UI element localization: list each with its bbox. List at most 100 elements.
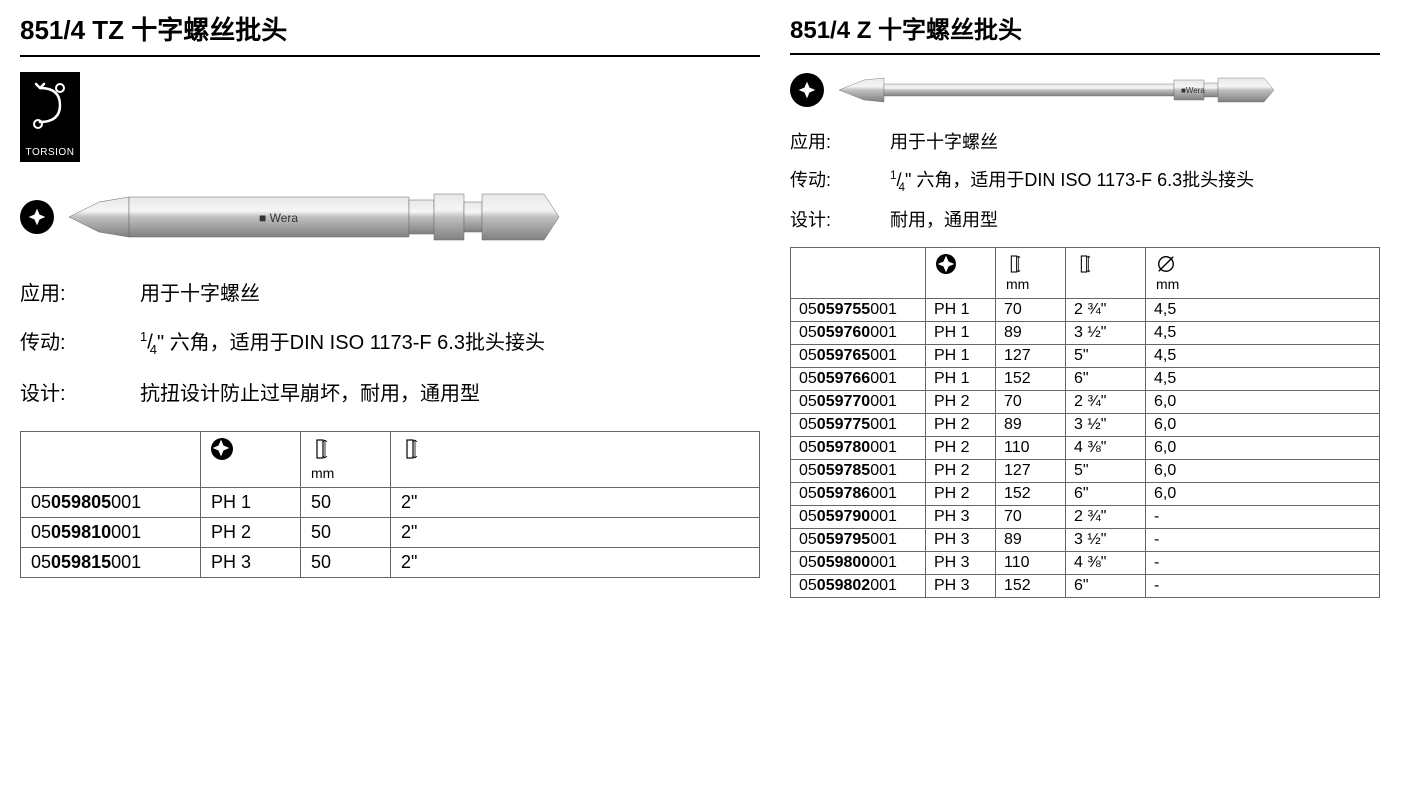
col-length-mm: mm: [996, 247, 1066, 298]
cell-in: 4 ⅜": [1066, 551, 1146, 574]
cell-partnum: 05059800001: [791, 551, 926, 574]
cell-in: 5": [1066, 344, 1146, 367]
cell-mm: 50: [301, 488, 391, 518]
cell-ph: PH 3: [201, 548, 301, 578]
spec-drive: 传动: 1/4" 六角，适用于DIN ISO 1173-F 6.3批头接头: [20, 326, 760, 357]
length-in-icon: [401, 438, 419, 460]
cell-mm: 152: [996, 574, 1066, 597]
table-row: 05059780001PH 21104 ⅜"6,0: [791, 436, 1380, 459]
col-length-mm: mm: [301, 432, 391, 488]
table-row: 05059770001PH 2702 ¾"6,0: [791, 390, 1380, 413]
cell-partnum: 05059755001: [791, 298, 926, 321]
cell-dia: 6,0: [1146, 459, 1380, 482]
cell-in: 3 ½": [1066, 528, 1146, 551]
cell-mm: 110: [996, 436, 1066, 459]
cell-ph: PH 3: [926, 574, 996, 597]
cell-in: 2 ¾": [1066, 298, 1146, 321]
cell-ph: PH 1: [201, 488, 301, 518]
cell-mm: 89: [996, 413, 1066, 436]
diameter-icon: [1156, 254, 1176, 274]
cell-partnum: 05059802001: [791, 574, 926, 597]
col-phillips: [926, 247, 996, 298]
cell-ph: PH 2: [926, 413, 996, 436]
col-partnum: [21, 432, 201, 488]
cell-dia: 6,0: [1146, 482, 1380, 505]
torsion-label: TORSION: [20, 147, 80, 158]
table-row: 05059805001PH 1502": [21, 488, 760, 518]
cell-dia: 6,0: [1146, 390, 1380, 413]
cell-mm: 70: [996, 505, 1066, 528]
cell-mm: 152: [996, 482, 1066, 505]
cell-mm: 127: [996, 344, 1066, 367]
table-row: 05059790001PH 3702 ¾"-: [791, 505, 1380, 528]
cell-partnum: 05059790001: [791, 505, 926, 528]
table-row: 05059765001PH 11275"4,5: [791, 344, 1380, 367]
length-mm-icon: [1006, 254, 1022, 274]
table-row: 05059795001PH 3893 ½"-: [791, 528, 1380, 551]
cell-in: 6": [1066, 574, 1146, 597]
length-mm-icon: [311, 438, 329, 460]
cell-ph: PH 3: [926, 551, 996, 574]
right-spec-table: mm mm: [790, 247, 1380, 598]
cell-ph: PH 2: [926, 436, 996, 459]
table-row: 05059755001PH 1702 ¾"4,5: [791, 298, 1380, 321]
table-row: 05059766001PH 11526"4,5: [791, 367, 1380, 390]
cell-ph: PH 1: [926, 344, 996, 367]
cell-partnum: 05059765001: [791, 344, 926, 367]
cell-mm: 152: [996, 367, 1066, 390]
col-length-in: [391, 432, 760, 488]
cell-in: 2": [391, 548, 760, 578]
phillips-header-icon: [211, 438, 233, 460]
table-row: 05059786001PH 21526"6,0: [791, 482, 1380, 505]
cell-dia: -: [1146, 528, 1380, 551]
torsion-icon: [30, 80, 70, 140]
cell-ph: PH 3: [926, 528, 996, 551]
cell-dia: 6,0: [1146, 436, 1380, 459]
cell-partnum: 05059795001: [791, 528, 926, 551]
cell-dia: -: [1146, 505, 1380, 528]
cell-in: 2 ¾": [1066, 505, 1146, 528]
cell-mm: 50: [301, 548, 391, 578]
cell-mm: 70: [996, 298, 1066, 321]
cell-partnum: 05059815001: [21, 548, 201, 578]
table-row: 05059815001PH 3502": [21, 548, 760, 578]
table-row: 05059800001PH 31104 ⅜"-: [791, 551, 1380, 574]
left-product-panel: 851/4 TZ 十字螺丝批头 TORSION: [0, 0, 780, 800]
cell-dia: 6,0: [1146, 413, 1380, 436]
phillips-icon: [790, 73, 824, 107]
cell-partnum: 05059770001: [791, 390, 926, 413]
svg-text:■Wera: ■Wera: [1181, 86, 1205, 95]
cell-ph: PH 2: [926, 482, 996, 505]
table-row: 05059775001PH 2893 ½"6,0: [791, 413, 1380, 436]
cell-partnum: 05059785001: [791, 459, 926, 482]
cell-ph: PH 1: [926, 367, 996, 390]
svg-text:■ Wera: ■ Wera: [259, 211, 298, 225]
cell-mm: 127: [996, 459, 1066, 482]
table-row: 05059810001PH 2502": [21, 518, 760, 548]
right-bit-image: ■Wera: [839, 70, 1279, 110]
cell-partnum: 05059780001: [791, 436, 926, 459]
cell-dia: -: [1146, 574, 1380, 597]
right-product-row: ■Wera: [790, 70, 1380, 110]
table-row: 05059760001PH 1893 ½"4,5: [791, 321, 1380, 344]
cell-in: 5": [1066, 459, 1146, 482]
cell-dia: -: [1146, 551, 1380, 574]
left-spec-table: mm 05059805001PH 1502"05059810001PH 2502…: [20, 431, 760, 578]
length-in-icon: [1076, 254, 1092, 274]
table-row: 05059802001PH 31526"-: [791, 574, 1380, 597]
spec-application: 应用: 用于十字螺丝: [790, 128, 1380, 154]
table-row: 05059785001PH 21275"6,0: [791, 459, 1380, 482]
torsion-badge: TORSION: [20, 72, 80, 162]
right-title: 851/4 Z 十字螺丝批头: [790, 10, 1380, 55]
cell-partnum: 05059810001: [21, 518, 201, 548]
spec-drive: 传动: 1/4" 六角，适用于DIN ISO 1173-F 6.3批头接头: [790, 166, 1380, 194]
col-partnum: [791, 247, 926, 298]
spec-application: 应用: 用于十字螺丝: [20, 277, 760, 306]
cell-ph: PH 1: [926, 298, 996, 321]
col-diameter: mm: [1146, 247, 1380, 298]
cell-mm: 89: [996, 321, 1066, 344]
cell-partnum: 05059786001: [791, 482, 926, 505]
cell-in: 2": [391, 518, 760, 548]
cell-in: 6": [1066, 482, 1146, 505]
cell-dia: 4,5: [1146, 298, 1380, 321]
